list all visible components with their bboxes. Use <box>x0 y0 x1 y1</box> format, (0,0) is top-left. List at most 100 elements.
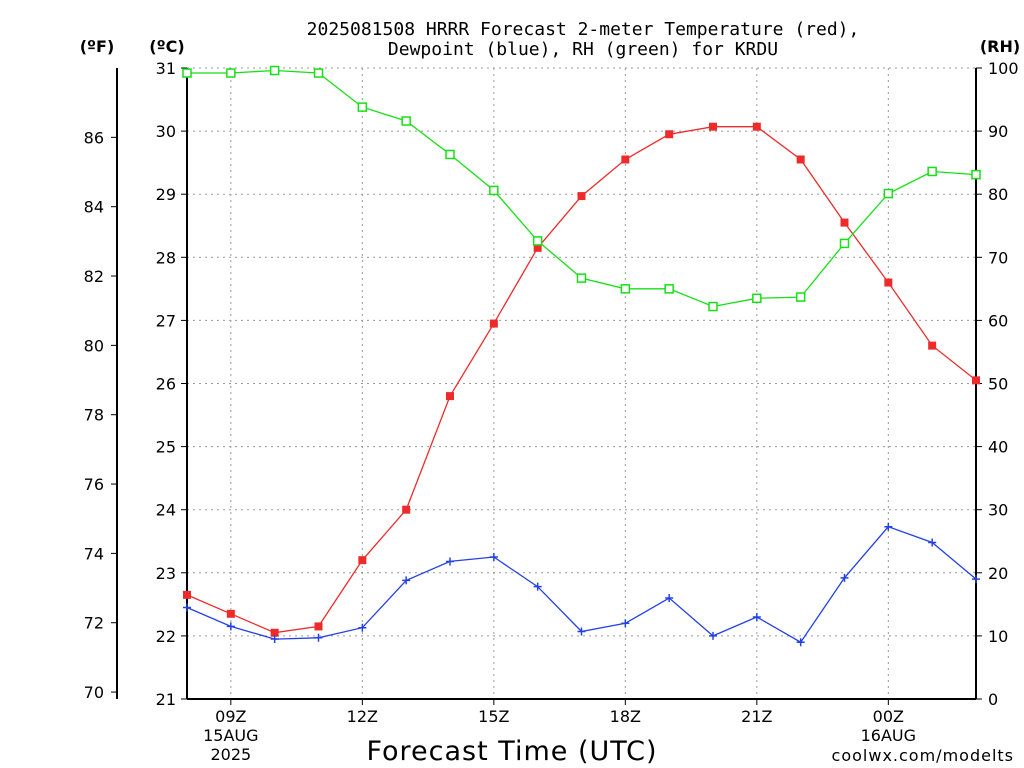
rh-tick-label: 90 <box>988 122 1008 141</box>
dewpoint-point <box>226 622 235 631</box>
x-tick-date-label: 15AUG <box>203 726 258 745</box>
rh-point <box>752 293 762 304</box>
celsius-tick-label: 24 <box>156 501 176 520</box>
dewpoint-point <box>358 623 367 632</box>
chart-title-line2: Dewpoint (blue), RH (green) for KRDU <box>388 39 778 60</box>
rh-tick-label: 40 <box>988 438 1008 457</box>
celsius-tick-label: 22 <box>156 627 176 646</box>
rh-point <box>971 169 981 180</box>
dewpoint-point <box>314 633 323 642</box>
fahrenheit-tick-label: 80 <box>84 336 104 355</box>
fahrenheit-tick-label: 84 <box>84 198 104 217</box>
temperature-point <box>489 319 498 328</box>
dewpoint-point <box>928 538 937 547</box>
rh-line <box>187 69 977 308</box>
dewpoint-point <box>533 582 542 591</box>
temperature-point <box>840 218 849 227</box>
celsius-tick-label: 21 <box>156 690 176 709</box>
rh-point <box>795 292 806 302</box>
dewpoint-point <box>402 576 411 585</box>
x-tick-label: 21Z <box>741 707 772 726</box>
celsius-tick-label: 29 <box>156 185 176 204</box>
rh-point <box>576 273 587 283</box>
rh-point <box>357 102 368 112</box>
celsius-tick-label: 31 <box>156 59 176 78</box>
celsius-tick-label: 25 <box>156 438 176 457</box>
rh-tick-label: 30 <box>988 501 1008 520</box>
rh-point <box>927 166 937 177</box>
dewpoint-point <box>796 638 805 647</box>
rh-point <box>226 68 236 78</box>
x-tick-label: 18Z <box>610 707 641 726</box>
rh-axis-header: (RH) <box>980 37 1020 56</box>
dewpoint-point <box>709 631 717 640</box>
temperature-point <box>226 609 235 618</box>
rh-tick-label: 70 <box>988 248 1008 267</box>
temperature-point <box>183 590 191 599</box>
rh-tick-label: 10 <box>988 627 1008 646</box>
rh-point <box>708 301 718 312</box>
fahrenheit-tick-label: 76 <box>84 475 104 494</box>
temperature-line <box>186 126 977 634</box>
rh-point <box>620 284 631 294</box>
x-tick-date-label: 16AUG <box>861 726 916 745</box>
temperature-point <box>665 130 674 139</box>
series-temperature <box>183 122 980 637</box>
series-dewpoint <box>183 522 980 647</box>
rh-point <box>182 68 192 78</box>
dewpoint-point <box>446 557 454 566</box>
x-tick-label: 15Z <box>478 707 509 726</box>
rh-tick-label: 0 <box>988 690 998 709</box>
temperature-point <box>402 505 411 514</box>
dewpoint-line <box>186 525 977 644</box>
x-tick-label: 00Z <box>873 707 904 726</box>
rh-point <box>445 149 455 160</box>
dewpoint-point <box>183 603 191 612</box>
temperature-point <box>314 622 323 631</box>
rh-point <box>269 65 280 76</box>
celsius-tick-label: 23 <box>156 564 176 583</box>
rh-point <box>883 188 894 199</box>
temperature-point <box>270 628 279 637</box>
temperature-point <box>358 556 367 565</box>
axes: 21 22 23 24 25 26 27 28 29 30 31 70 72 74 76 78 80 82 84 86… <box>84 59 1019 764</box>
celsius-axis-header: (ºC) <box>149 37 184 56</box>
celsius-tick-label: 28 <box>156 248 176 267</box>
x-tick-label: 09Z <box>215 707 246 726</box>
celsius-tick-label: 26 <box>156 375 176 394</box>
rh-tick-label: 60 <box>988 311 1008 330</box>
fahrenheit-tick-label: 72 <box>84 614 104 633</box>
temperature-point <box>709 122 717 131</box>
rh-point <box>664 284 674 294</box>
temperature-point <box>972 376 980 385</box>
celsius-tick-label: 27 <box>156 311 176 330</box>
dewpoint-point <box>489 553 498 562</box>
grid-lines <box>187 67 976 700</box>
dewpoint-point <box>577 627 586 636</box>
fahrenheit-tick-label: 74 <box>84 544 104 563</box>
temperature-point <box>796 155 805 164</box>
rh-tick-label: 20 <box>988 564 1008 583</box>
dewpoint-point <box>665 594 674 603</box>
celsius-tick-label: 30 <box>156 122 176 141</box>
x-axis-label: Forecast Time (UTC) <box>366 736 657 767</box>
dewpoint-point <box>270 635 279 644</box>
rh-point <box>489 185 499 196</box>
rh-point <box>313 68 324 78</box>
rh-point <box>532 236 543 246</box>
fahrenheit-tick-label: 86 <box>84 128 104 147</box>
source-credit: coolwx.com/modelts <box>832 746 1014 765</box>
temperature-point <box>752 122 761 131</box>
dewpoint-point <box>840 573 849 582</box>
temperature-point <box>446 392 454 401</box>
dewpoint-point <box>752 612 761 621</box>
rh-tick-label: 50 <box>988 375 1008 394</box>
chart-title-line1: 2025081508 HRRR Forecast 2-meter Tempera… <box>307 19 860 40</box>
temperature-point <box>621 155 630 164</box>
rh-point <box>401 116 411 126</box>
temperature-point <box>533 243 542 252</box>
series-rh <box>182 65 981 312</box>
temperature-point <box>884 278 893 287</box>
fahrenheit-tick-label: 82 <box>84 267 104 286</box>
